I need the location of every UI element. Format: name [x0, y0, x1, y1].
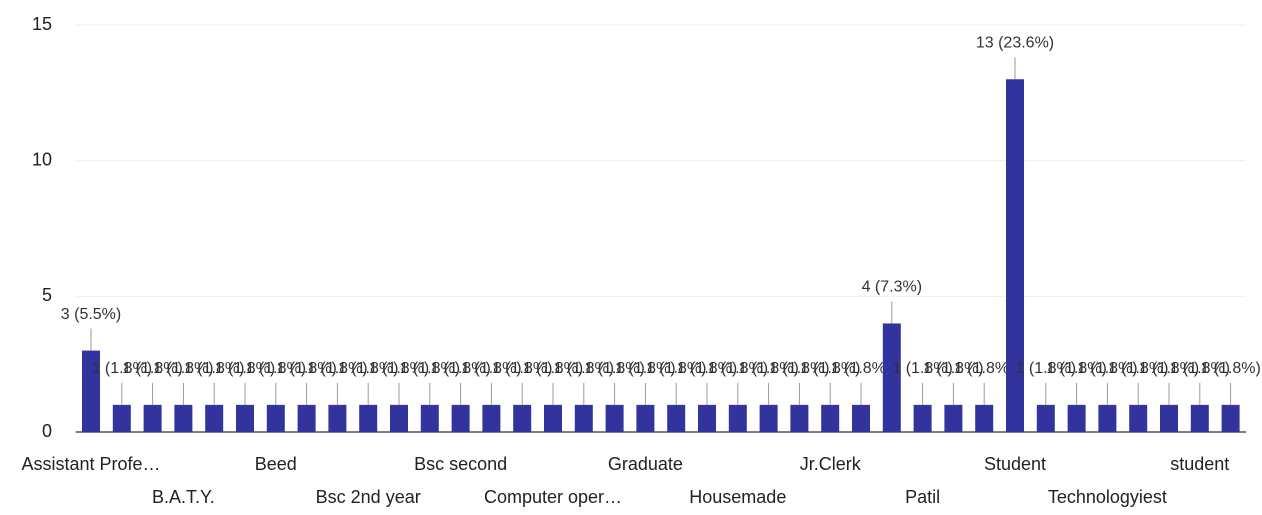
data-label: 1 (1.8%): [831, 360, 891, 377]
bar: [236, 404, 254, 432]
x-tick-label: student: [1170, 454, 1229, 474]
data-label: 1 (1.8%): [708, 360, 768, 377]
data-label: 1 (1.8%): [923, 360, 983, 377]
data-label: 1 (1.8%): [584, 360, 644, 377]
bar: [420, 404, 439, 432]
data-label: 4 (7.3%): [862, 279, 922, 296]
bar: [482, 404, 501, 432]
bar: [574, 404, 593, 432]
x-tick-label: Bsc 2nd year: [316, 487, 421, 507]
bar: [205, 404, 224, 432]
data-label: 1 (1.8%): [1170, 360, 1230, 377]
y-tick-label: 15: [32, 14, 52, 34]
bar: [359, 404, 378, 432]
x-tick-label: Student: [984, 454, 1046, 474]
data-label: 1 (1.8%): [769, 360, 829, 377]
data-label: 1 (1.8%): [554, 360, 614, 377]
bar: [882, 323, 901, 432]
x-tick-label: B.A.T.Y.: [152, 487, 215, 507]
bar: [667, 404, 686, 432]
data-label: 1 (1.8%): [646, 360, 706, 377]
bar: [1006, 79, 1024, 433]
bar: [513, 404, 532, 432]
bar: [143, 404, 162, 432]
x-tick-label: Technologyiest: [1048, 487, 1167, 507]
data-label: 1 (1.8%): [430, 360, 490, 377]
data-label: 1 (1.8%): [338, 360, 398, 377]
bar: [451, 404, 470, 432]
data-label: 1 (1.8%): [153, 360, 213, 377]
data-label: 1 (1.8%): [246, 360, 306, 377]
data-label: 1 (1.8%): [122, 360, 182, 377]
bar: [759, 404, 778, 432]
y-tick-label: 0: [42, 421, 52, 441]
bar: [913, 404, 932, 432]
bar: [975, 404, 994, 432]
x-tick-label: Housemade: [689, 487, 786, 507]
data-label: 1 (1.8%): [1200, 360, 1260, 377]
data-label: 1 (1.8%): [615, 360, 675, 377]
data-label: 1 (1.8%): [307, 360, 367, 377]
x-tick-label: Graduate: [608, 454, 683, 474]
x-tick-label: Jr.Clerk: [800, 454, 862, 474]
x-tick-label: Assistant Profe…: [21, 454, 160, 474]
bar: [82, 350, 100, 432]
data-label: 1 (1.8%): [1077, 360, 1137, 377]
x-tick-label: Computer oper…: [484, 487, 622, 507]
data-label: 3 (5.5%): [61, 306, 121, 323]
bar: [1160, 404, 1178, 432]
bar: [1098, 404, 1117, 432]
data-label: 1 (1.8%): [92, 360, 152, 377]
bar: [1190, 404, 1209, 432]
data-label: 1 (1.8%): [215, 360, 275, 377]
bar: [112, 404, 131, 432]
data-label: 1 (1.8%): [523, 360, 583, 377]
data-label: 1 (1.8%): [369, 360, 429, 377]
x-tick-label: Bsc second: [414, 454, 507, 474]
bar: [790, 404, 809, 432]
bar: [1221, 404, 1240, 432]
bar: [390, 404, 408, 432]
data-label: 1 (1.8%): [1016, 360, 1076, 377]
data-label: 1 (1.8%): [954, 360, 1014, 377]
bar: [944, 404, 963, 432]
data-label: 1 (1.8%): [738, 360, 798, 377]
data-label: 1 (1.8%): [400, 360, 460, 377]
data-label: 1 (1.8%): [492, 360, 552, 377]
bar: [821, 404, 840, 432]
data-label: 1 (1.8%): [1139, 360, 1199, 377]
bar: [605, 404, 624, 432]
data-label: 13 (23.6%): [976, 34, 1054, 51]
bar: [636, 404, 655, 432]
y-tick-label: 5: [42, 285, 52, 305]
x-tick-label: Patil: [905, 487, 940, 507]
data-label: 1 (1.8%): [276, 360, 336, 377]
bar: [174, 404, 193, 432]
data-label: 1 (1.8%): [461, 360, 521, 377]
data-label: 1 (1.8%): [892, 360, 952, 377]
bar: [1067, 404, 1086, 432]
bar: [728, 404, 747, 432]
bar: [1129, 404, 1148, 432]
data-label: 1 (1.8%): [1046, 360, 1106, 377]
data-label: 1 (1.8%): [800, 360, 860, 377]
bar: [544, 404, 562, 432]
bar: [698, 404, 716, 432]
bar: [852, 404, 870, 432]
data-label: 1 (1.8%): [184, 360, 244, 377]
y-tick-label: 10: [32, 149, 52, 169]
bar: [328, 404, 347, 432]
data-label: 1 (1.8%): [1108, 360, 1168, 377]
data-label: 1 (1.8%): [677, 360, 737, 377]
bar: [1036, 404, 1055, 432]
bar: [266, 404, 285, 432]
bar: [297, 404, 316, 432]
x-tick-label: Beed: [255, 454, 297, 474]
